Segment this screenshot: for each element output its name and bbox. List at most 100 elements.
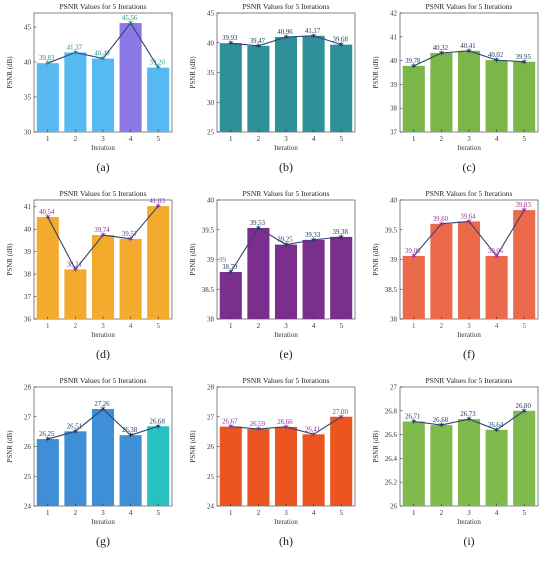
data-label: 39.25	[277, 237, 293, 244]
data-label: 40.02	[488, 52, 504, 59]
y-tick-label: 26.2	[385, 479, 398, 487]
point-marker: ✶	[227, 423, 235, 433]
x-tick-label: 4	[312, 509, 316, 517]
y-tick-label: 36	[24, 316, 32, 324]
bar	[247, 428, 270, 506]
bar	[402, 255, 425, 319]
reference-label: 39	[219, 256, 227, 264]
y-tick-label: 28	[207, 384, 215, 392]
chart-panel: PSNR Values for 5 Iterations✶✶ ✶✶✶39.0639…	[372, 189, 539, 361]
data-label: 39.57	[122, 231, 138, 238]
y-tick-label: 40	[390, 57, 398, 65]
x-tick-label: 2	[440, 509, 444, 517]
bar	[485, 429, 508, 506]
data-label: 26.41	[305, 426, 320, 433]
bar	[274, 37, 298, 133]
bar	[36, 439, 59, 506]
x-tick-label: 1	[229, 322, 233, 330]
x-axis-label: Iteration	[457, 331, 481, 339]
panel-caption: (h)	[279, 534, 293, 548]
bar	[147, 426, 170, 506]
x-tick-label: 5	[156, 509, 160, 517]
x-tick-label: 2	[257, 322, 261, 330]
point-marker: ✶	[337, 413, 345, 423]
bar	[64, 431, 87, 506]
y-tick-label: 30	[207, 99, 215, 107]
panel-caption: (e)	[279, 347, 292, 361]
chart-panel: PSNR Values for 5 Iterations✶ ✶✶✶✶26.7126…	[372, 376, 539, 548]
y-tick-label: 24	[207, 503, 215, 511]
y-tick-label: 39.5	[202, 226, 215, 234]
point-marker: ✶	[465, 217, 473, 227]
bar	[430, 52, 453, 132]
chart-panel: PSNR Values for 5 Iterations✶✶ ✶✶ ✶39.7840…	[372, 2, 539, 174]
x-tick-label: 4	[312, 135, 316, 143]
x-tick-label: 5	[522, 322, 526, 330]
data-label: 26.25	[39, 431, 55, 438]
bar	[430, 425, 453, 506]
x-tick-label: 1	[46, 135, 50, 143]
data-label: 39.06	[405, 248, 421, 255]
point-marker: ✶	[127, 19, 135, 29]
chart-panel: PSNR Values for 5 Iterations✶✶✶ ✶ ✶38.7939…	[189, 189, 356, 361]
series-line	[230, 227, 342, 273]
data-label: 39.93	[222, 35, 238, 42]
panel-caption: (c)	[462, 160, 475, 174]
bar	[147, 206, 170, 319]
y-tick-label: 41	[390, 33, 398, 41]
data-label: 39.38	[333, 229, 349, 236]
point-marker: ✶	[44, 435, 52, 445]
bar	[513, 61, 536, 132]
bar	[330, 236, 353, 319]
y-tick-label: 38	[390, 316, 398, 324]
point-marker: ✶	[520, 407, 528, 417]
point-marker: ✶	[255, 42, 263, 52]
x-tick-label: 3	[467, 135, 471, 143]
bar	[36, 217, 59, 319]
data-label: 39.47	[250, 38, 266, 45]
bar	[147, 67, 170, 132]
point-marker: ✶	[310, 430, 318, 440]
bar	[219, 271, 242, 319]
panel-caption: (i)	[463, 534, 474, 548]
y-tick-label: 26.8	[385, 407, 398, 415]
point-marker: ✶	[99, 405, 107, 415]
point-marker: ✶	[99, 231, 107, 241]
y-tick-label: 40	[390, 197, 398, 205]
chart-title: PSNR Values for 5 Iterations	[243, 376, 330, 385]
bar	[274, 426, 298, 506]
panel-caption: (a)	[96, 160, 109, 174]
bar	[119, 238, 142, 319]
y-tick-label: 25	[207, 129, 215, 137]
series-line	[47, 408, 159, 440]
y-tick-label: 25	[207, 473, 215, 481]
y-tick-label: 45	[207, 10, 215, 18]
chart-title: PSNR Values for 5 Iterations	[426, 376, 513, 385]
x-tick-label: 5	[522, 509, 526, 517]
data-label: 26.67	[222, 419, 238, 426]
data-label: 26.64	[488, 422, 504, 429]
x-tick-label: 4	[312, 322, 316, 330]
point-marker: ✶	[154, 64, 162, 74]
chart-title: PSNR Values for 5 Iterations	[60, 189, 147, 198]
panel-caption: (f)	[463, 347, 475, 361]
data-label: 39.64	[460, 213, 476, 220]
y-tick-label: 39.5	[385, 226, 398, 234]
point-marker: ✶	[438, 220, 446, 230]
y-tick-label: 45	[24, 24, 32, 32]
data-label: 26.66	[277, 419, 293, 426]
data-label: 26.68	[150, 418, 166, 425]
data-label: 45.56	[122, 15, 138, 22]
bar	[330, 44, 353, 132]
x-tick-label: 4	[495, 322, 499, 330]
data-label: 27.26	[94, 401, 110, 408]
x-tick-label: 3	[101, 135, 105, 143]
x-tick-label: 3	[467, 322, 471, 330]
y-tick-label: 38	[390, 105, 398, 113]
point-marker: ✶	[310, 32, 318, 42]
series-line	[47, 205, 159, 271]
bar	[64, 52, 87, 132]
y-tick-label: 25	[24, 473, 32, 481]
data-label: 41.37	[67, 44, 83, 51]
